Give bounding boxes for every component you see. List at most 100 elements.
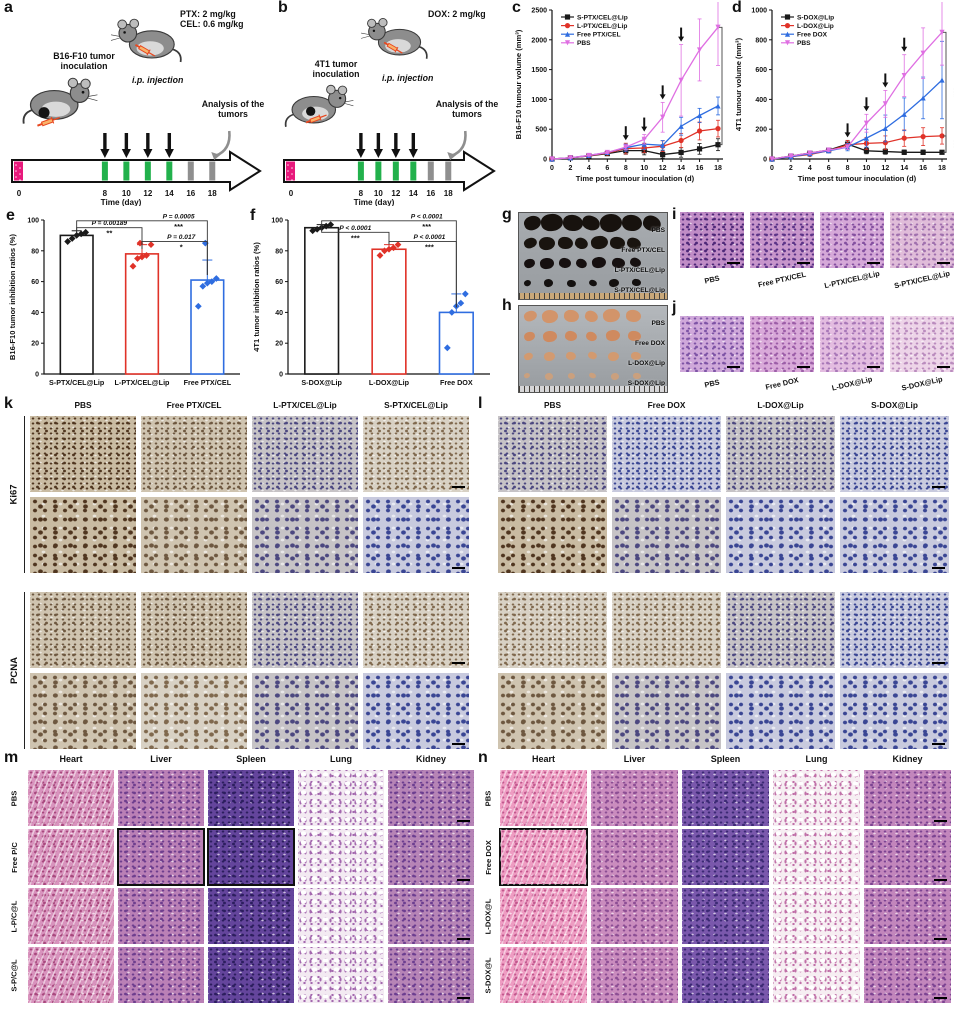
- micrograph: [252, 497, 358, 573]
- scale-bar: [452, 566, 465, 569]
- tumor-specimen: [564, 330, 579, 342]
- svg-text:2: 2: [568, 165, 572, 172]
- column-header: Free DOX: [647, 400, 686, 410]
- column-header: Liver: [150, 754, 172, 764]
- svg-text:80: 80: [275, 248, 283, 255]
- svg-text:Time (day): Time (day): [101, 198, 142, 206]
- micrograph: [682, 829, 769, 885]
- ruler: [519, 293, 667, 299]
- micrograph: [612, 416, 721, 492]
- svg-text:20: 20: [31, 341, 39, 348]
- svg-text:S-PTX/CEL@Lip: S-PTX/CEL@Lip: [577, 14, 628, 21]
- svg-text:8: 8: [359, 189, 364, 198]
- micrograph: [680, 212, 744, 268]
- scale-bar: [452, 742, 465, 745]
- column-header: Free PTX/CEL: [166, 400, 222, 410]
- tumor-row: L-DOX@Lip: [519, 346, 667, 367]
- tumor-photo-b16: PBS Free PTX/CEL L-PTX/CEL@Lip S-PTX/CEL@Li…: [518, 212, 668, 300]
- tumor-row-label: L-PTX/CEL@Lip: [614, 267, 665, 274]
- micrograph: [498, 416, 607, 492]
- experiment-timeline: 0 8 10 12 14 16 18 Time (day): [283, 130, 496, 206]
- micrograph-label: S-DOX@Lip: [900, 374, 944, 393]
- tumor-specimen: [633, 372, 642, 380]
- strip-item: PBS: [680, 316, 744, 390]
- micrograph: [208, 770, 294, 826]
- svg-text:10: 10: [863, 165, 871, 172]
- svg-text:***: ***: [949, 88, 954, 98]
- scale-bar: [727, 365, 740, 368]
- micrograph: [363, 592, 469, 668]
- column-header: L-PTX/CEL@Lip: [273, 400, 337, 410]
- svg-text:18: 18: [938, 165, 946, 172]
- tumor-row: Free DOX: [519, 326, 667, 347]
- tumor-specimen: [566, 351, 577, 361]
- micrograph: [750, 316, 814, 372]
- tumor-specimen: [625, 309, 642, 323]
- tumor-specimen: [522, 257, 536, 269]
- scale-bar: [727, 261, 740, 264]
- micrograph: [298, 947, 384, 1003]
- micrograph: [117, 828, 205, 886]
- scale-bar: [932, 661, 945, 664]
- micrograph: [30, 592, 136, 668]
- scale-bar: [867, 365, 880, 368]
- he-strip-4t1: PBS Free DOX L-DOX@Lip S-DOX@Lip: [680, 316, 955, 393]
- tumor-specimen: [557, 236, 574, 250]
- scale-bar: [452, 485, 465, 488]
- column-header: Lung: [330, 754, 352, 764]
- svg-text:18: 18: [208, 189, 217, 198]
- svg-text:P < 0.0001: P < 0.0001: [411, 213, 443, 220]
- svg-text:***: ***: [422, 222, 431, 231]
- row-group-label: PCNA: [4, 592, 25, 749]
- svg-text:0: 0: [763, 157, 767, 164]
- scale-bar: [457, 878, 470, 881]
- tumor-specimen: [598, 213, 624, 234]
- micrograph: [726, 416, 835, 492]
- micrograph: [840, 592, 949, 668]
- dose-label: DOX: 2 mg/kg: [428, 9, 486, 20]
- panel-letter-n: n: [478, 749, 488, 766]
- svg-text:0: 0: [279, 372, 283, 379]
- svg-text:0: 0: [543, 157, 547, 164]
- tumor-specimen: [575, 257, 589, 269]
- micrograph: [30, 497, 136, 573]
- tumor-row-label: PBS: [651, 227, 665, 234]
- svg-text:2: 2: [789, 165, 793, 172]
- ruler: [519, 386, 667, 392]
- svg-text:6: 6: [605, 165, 609, 172]
- injection-route-label: i.p. injection: [382, 73, 434, 83]
- svg-text:1000: 1000: [751, 8, 767, 15]
- svg-text:6: 6: [827, 165, 831, 172]
- mouse-injection-illustration: [360, 17, 428, 60]
- micrograph: [820, 316, 884, 372]
- scale-bar: [797, 365, 810, 368]
- svg-text:14: 14: [409, 189, 418, 198]
- micrograph: [591, 829, 678, 885]
- micrograph: [840, 497, 949, 573]
- tumor-row-label: L-DOX@Lip: [628, 360, 665, 367]
- micrograph: [890, 212, 954, 268]
- mouse-inoculation-illustration: [22, 77, 99, 130]
- micrograph: [363, 416, 469, 492]
- tumor-row-label: S-PTX/CEL@Lip: [614, 287, 665, 294]
- strip-item: S-PTX/CEL@Lip: [890, 212, 954, 290]
- tumor-specimen: [610, 372, 620, 380]
- svg-text:8: 8: [846, 165, 850, 172]
- scale-bar: [937, 261, 950, 264]
- tumor-specimen: [605, 329, 621, 343]
- svg-text:600: 600: [755, 67, 767, 74]
- svg-text:60: 60: [275, 279, 283, 286]
- panel-letter-j: j: [672, 299, 677, 316]
- micrograph-label: PBS: [703, 377, 721, 390]
- micrograph: [726, 497, 835, 573]
- svg-text:16: 16: [919, 165, 927, 172]
- scale-bar: [934, 819, 947, 822]
- micrograph: [500, 770, 587, 826]
- tumor-specimen: [566, 279, 576, 287]
- svg-text:14: 14: [677, 165, 685, 172]
- svg-text:Time (day): Time (day): [354, 198, 395, 206]
- scale-bar: [937, 365, 950, 368]
- strip-item: L-PTX/CEL@Lip: [820, 212, 884, 290]
- micrograph: [612, 673, 721, 749]
- svg-text:Free PTX/CEL: Free PTX/CEL: [184, 378, 232, 387]
